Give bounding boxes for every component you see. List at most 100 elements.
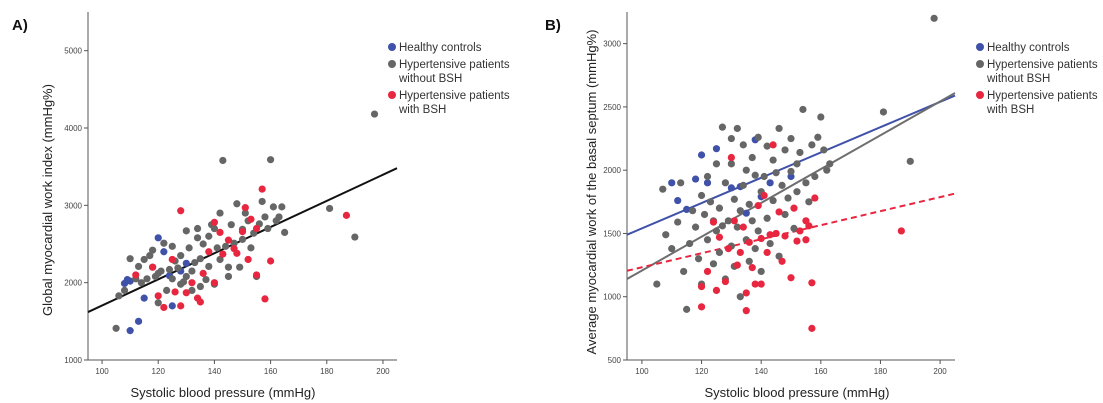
panel-a-point-without-bsh <box>149 246 157 254</box>
panel-b-point-healthy-controls <box>697 151 706 159</box>
panel-b-point-with-bsh <box>772 229 780 238</box>
panel-b-point-with-bsh <box>727 153 735 162</box>
panel-b-point-without-bsh <box>763 142 771 150</box>
panel-b-point-without-bsh <box>763 214 771 222</box>
panel-b-point-healthy-controls <box>727 184 735 192</box>
panel-b-point-without-bsh <box>745 257 753 265</box>
chart-panel-b: B) 100 120 140 160 180 200 500 1000 1500 2000 2500… <box>545 12 1101 400</box>
panel-a-point-with-bsh <box>233 249 241 257</box>
panel-b-point-with-bsh <box>721 277 730 286</box>
panel-a-point-with-bsh <box>238 228 247 236</box>
panel-a-point-without-bsh <box>185 244 193 252</box>
panel-a-point-without-bsh <box>219 156 227 165</box>
panel-b-point-with-bsh <box>733 261 741 269</box>
panel-b-point-without-bsh <box>793 160 801 168</box>
panel-b-point-without-bsh <box>715 248 724 257</box>
panel-b-point-without-bsh <box>796 148 804 157</box>
panel-b-x-tick-label: 180 <box>874 367 888 376</box>
panel-b-point-without-bsh <box>930 14 938 22</box>
panel-a-point-with-bsh <box>168 255 176 264</box>
panel-b-point-without-bsh <box>686 239 694 248</box>
panel-a-point-with-bsh <box>244 255 252 264</box>
panel-b-legend-marker-with-bsh <box>976 91 984 99</box>
panel-a-x-tick-label: 180 <box>320 367 334 376</box>
panel-b-point-with-bsh <box>757 280 765 288</box>
panel-a-point-without-bsh <box>157 267 165 275</box>
panel-b-point-without-bsh <box>703 172 712 181</box>
panel-a-point-healthy-controls <box>140 294 148 302</box>
panel-b-point-without-bsh <box>674 218 682 226</box>
panel-b-point-without-bsh <box>814 133 822 141</box>
panel-b-point-with-bsh <box>751 280 759 288</box>
panel-b-point-healthy-controls <box>668 179 676 187</box>
panel-b-point-without-bsh <box>823 166 831 174</box>
panel-b-point-with-bsh <box>709 218 718 226</box>
panel-b-point-without-bsh <box>733 223 741 231</box>
panel-b-point-with-bsh <box>787 274 795 282</box>
panel-a-point-with-bsh <box>261 295 269 303</box>
panel-b-point-without-bsh <box>700 210 709 219</box>
panel-b-point-with-bsh <box>897 227 905 235</box>
panel-b-point-with-bsh <box>808 279 816 287</box>
panel-a-point-without-bsh <box>222 242 230 250</box>
panel-a-legend: Healthy controls Hypertensive patients w… <box>388 42 510 116</box>
panel-a-ticks: 100 120 140 160 180 200 1000 2000 3000 4000 5000 <box>64 47 390 376</box>
panel-b-legend-with-bsh: Hypertensive patients with BSH <box>986 90 1101 116</box>
panel-b-point-healthy-controls <box>712 145 721 153</box>
panel-b-point-without-bsh <box>787 134 795 143</box>
panel-a-point-healthy-controls <box>154 234 162 242</box>
panel-a-point-without-bsh <box>174 264 182 272</box>
panel-b-point-without-bsh <box>754 227 762 235</box>
panel-a-point-without-bsh <box>210 224 219 233</box>
panel-a-point-without-bsh <box>182 227 190 235</box>
panel-a-point-without-bsh <box>238 235 247 243</box>
panel-a-point-with-bsh <box>182 289 190 297</box>
panel-a-point-with-bsh <box>177 302 185 310</box>
panel-a-point-with-bsh <box>252 224 261 233</box>
panel-a-point-without-bsh <box>241 209 249 217</box>
panel-a-point-without-bsh <box>163 286 171 294</box>
panel-b-point-without-bsh <box>745 200 753 208</box>
panel-a-point-without-bsh <box>168 275 176 283</box>
panel-b-x-tick-label: 200 <box>933 367 947 376</box>
panel-b-point-without-bsh <box>691 223 700 231</box>
panel-a-point-without-bsh <box>213 244 221 252</box>
panel-b-legend-healthy: Healthy controls <box>987 42 1070 54</box>
panel-a-point-without-bsh <box>120 286 129 294</box>
panel-a-y-tick-label: 4000 <box>64 124 82 133</box>
panel-a-point-without-bsh <box>191 258 199 267</box>
panel-b-point-without-bsh <box>748 217 756 225</box>
panel-a-point-without-bsh <box>165 265 174 274</box>
panel-a-point-without-bsh <box>115 292 123 300</box>
panel-b-point-with-bsh <box>769 141 777 149</box>
panel-a-point-with-bsh <box>210 279 219 287</box>
panel-b-point-without-bsh <box>784 194 792 202</box>
panel-b-point-without-bsh <box>769 156 777 164</box>
panel-b-x-tick-label: 100 <box>635 367 649 376</box>
panel-b-point-without-bsh <box>769 196 777 205</box>
panel-a-point-without-bsh <box>146 252 154 260</box>
panel-a-point-with-bsh <box>241 204 249 212</box>
panel-a-point-healthy-controls <box>182 259 190 267</box>
panel-a-point-without-bsh <box>269 203 277 211</box>
panel-a-point-without-bsh <box>224 272 233 281</box>
panel-a-point-without-bsh <box>193 224 202 233</box>
panel-a-point-with-bsh <box>132 271 140 279</box>
panel-b-point-with-bsh <box>724 245 732 253</box>
panel-b-point-healthy-controls <box>691 175 700 183</box>
panel-b-legend-marker-without-bsh <box>976 60 984 68</box>
panel-b-point-without-bsh <box>683 305 691 313</box>
panel-b-point-without-bsh <box>727 160 735 168</box>
panel-b-x-tick-label: 140 <box>755 367 769 376</box>
panel-b-point-without-bsh <box>742 166 750 174</box>
panel-b-x-axis-title: Systolic blood pressure (mmHg) <box>705 385 890 400</box>
panel-a-legend-healthy: Healthy controls <box>399 42 482 54</box>
panel-b-point-without-bsh <box>799 105 807 114</box>
panel-a-point-without-bsh <box>264 224 272 233</box>
panel-a-point-with-bsh <box>160 303 168 312</box>
panel-a-point-without-bsh <box>177 252 185 260</box>
panel-a-point-healthy-controls <box>168 302 176 310</box>
panel-b-label: B) <box>545 17 561 34</box>
panel-a-point-without-bsh <box>266 156 275 164</box>
